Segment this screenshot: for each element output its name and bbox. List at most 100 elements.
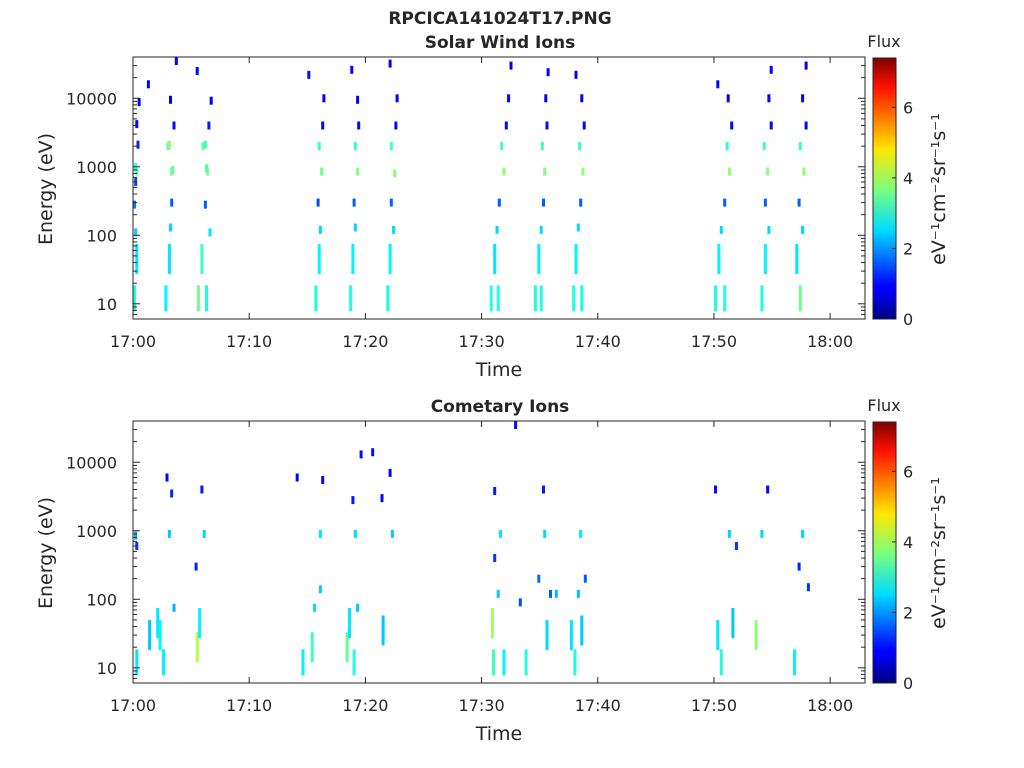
heatmap-cell xyxy=(202,529,206,538)
heatmap-cell xyxy=(320,167,324,176)
y-tick-label: 10 xyxy=(97,295,117,314)
heatmap-cell xyxy=(493,244,497,274)
heatmap-cell xyxy=(716,620,720,651)
colorbar-tick-label: 0 xyxy=(903,674,913,693)
x-axis: 17:00 17:10 17:20 17:30 17:40 17:50 18:00 xyxy=(110,57,853,351)
x-tick-label: 17:20 xyxy=(342,696,388,715)
x-tick-label: 17:10 xyxy=(226,332,272,351)
heatmap-cell xyxy=(763,244,767,274)
colorbar-tick-label: 6 xyxy=(903,98,913,117)
heatmap-cell xyxy=(539,225,543,234)
heatmap-cell xyxy=(495,225,499,234)
heatmap-cell xyxy=(194,562,198,571)
heatmap-cell xyxy=(795,244,799,274)
heatmap-cell xyxy=(135,649,139,676)
heatmap-cell xyxy=(301,649,305,676)
x-axis: 17:00 17:10 17:20 17:30 17:40 17:50 18:00 xyxy=(110,421,853,715)
heatmap-cell xyxy=(573,649,577,676)
heatmap-cell xyxy=(583,574,587,583)
heatmap-cell xyxy=(544,94,548,103)
heatmap-cell xyxy=(133,200,136,209)
x-axis-label: Time xyxy=(475,359,523,381)
heatmap-cell xyxy=(356,95,360,104)
heatmap-cell xyxy=(389,198,393,207)
heatmap-cell xyxy=(196,285,200,312)
heatmap-cell xyxy=(146,80,150,89)
heatmap-cell xyxy=(201,142,205,151)
colorbar xyxy=(872,57,897,320)
heatmap-cell xyxy=(389,142,393,151)
heatmap-cell xyxy=(321,121,325,130)
colorbar-tick-label: 2 xyxy=(903,603,913,622)
heatmap-cell xyxy=(203,200,207,209)
x-tick-label: 17:00 xyxy=(110,696,156,715)
y-tick-label: 10 xyxy=(97,659,117,678)
heatmap-cell xyxy=(205,164,208,173)
heatmap-cell xyxy=(386,285,390,312)
heatmap-cell xyxy=(394,121,398,130)
heatmap-cell xyxy=(318,529,322,538)
heatmap-cell xyxy=(314,285,318,312)
heatmap-cell xyxy=(208,228,212,237)
heatmap-cell xyxy=(359,450,363,459)
heatmap-cell xyxy=(381,615,385,646)
heatmap-cell xyxy=(797,562,801,571)
heatmap-cell xyxy=(518,598,522,607)
heatmap-cell xyxy=(198,608,202,638)
plot-area xyxy=(132,56,866,320)
heatmap-cell xyxy=(322,94,326,103)
panel-solar-wind: Solar Wind Ions 17:00 17:10 17:20 17:30 17:4… xyxy=(35,32,950,381)
y-tick-label: 1000 xyxy=(76,522,117,541)
colorbar xyxy=(872,421,897,684)
heatmap-cell xyxy=(164,285,168,312)
heatmap-cell xyxy=(723,198,727,207)
y-axis: 10 100 1000 10000 xyxy=(66,420,865,684)
x-tick-label: 17:50 xyxy=(691,332,737,351)
heatmap-cell xyxy=(352,649,356,676)
x-tick-label: 17:00 xyxy=(110,332,156,351)
heatmap-cell xyxy=(200,244,204,274)
colorbar-tick-label: 2 xyxy=(903,239,913,258)
heatmap-cell xyxy=(165,473,169,482)
heatmap-cell xyxy=(766,167,770,176)
heatmap-cell xyxy=(492,649,495,676)
heatmap-cell xyxy=(542,485,545,494)
heatmap-cell xyxy=(174,57,178,65)
heatmap-cell xyxy=(572,285,576,312)
heatmap-cell xyxy=(313,603,317,612)
y-tick-label: 10000 xyxy=(66,89,117,108)
y-tick-label: 1000 xyxy=(76,158,117,177)
heatmap-cell xyxy=(793,649,796,676)
heatmap-cell xyxy=(514,421,518,429)
heatmap-cell xyxy=(349,285,353,312)
heatmap-cell xyxy=(545,620,549,651)
heatmap-cell xyxy=(717,244,721,274)
heatmap-cell xyxy=(574,244,578,274)
y-tick-label: 100 xyxy=(86,590,117,609)
heatmap-cell xyxy=(539,285,543,312)
heatmap-cell xyxy=(353,223,357,232)
heatmap-cell xyxy=(507,94,511,103)
heatmap-cell xyxy=(719,649,723,676)
heatmap-cell xyxy=(537,244,541,274)
heatmap-cell xyxy=(353,142,357,151)
heatmap-cell xyxy=(502,649,506,676)
heatmap-cell xyxy=(533,285,537,312)
heatmap-cell xyxy=(727,529,731,538)
heatmap-cell xyxy=(545,121,549,130)
x-tick-label: 17:30 xyxy=(459,696,505,715)
heatmap-cell xyxy=(576,589,580,598)
heatmap-cell xyxy=(170,489,174,498)
colorbar-ticks: 0 2 4 6 xyxy=(892,462,913,693)
heatmap-cell xyxy=(167,529,171,538)
heatmap-cell xyxy=(760,285,764,312)
heatmap-cell xyxy=(716,80,720,89)
heatmap-cell xyxy=(579,198,583,207)
heatmap-cell xyxy=(509,61,513,70)
colorbar-tick-label: 0 xyxy=(903,310,913,329)
heatmap-cell xyxy=(388,59,392,68)
heatmap-cell xyxy=(727,167,731,176)
heatmap-cell xyxy=(579,529,583,538)
y-axis: 10 100 1000 10000 xyxy=(66,56,865,320)
heatmap-cell xyxy=(490,608,494,638)
